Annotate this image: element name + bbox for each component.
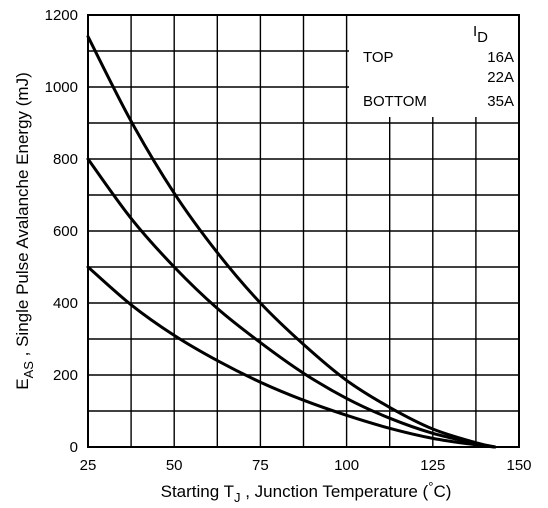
x-tick-label: 25 (80, 457, 97, 474)
x-axis-label-rest: , Junction Temperature ( (241, 482, 429, 501)
y-axis-label-rest: , Single Pulse Avalanche Energy (mJ) (13, 72, 32, 361)
legend: ID TOP 16A 22A BOTTOM 35A (349, 16, 518, 117)
x-tick-label: 125 (420, 457, 445, 474)
legend-header-sub: D (477, 29, 488, 46)
plot-frame (87, 14, 520, 448)
legend-label-bottom: BOTTOM (363, 93, 427, 110)
legend-value-22a: 22A (487, 69, 514, 86)
series-line-35a (86, 265, 497, 449)
y-tick-labels: 0 200 400 600 800 1000 1200 (45, 7, 78, 456)
x-tick-label: 150 (506, 457, 531, 474)
series-line-22a (86, 157, 497, 449)
x-axis-label-sub: J (234, 490, 241, 505)
x-axis-label-degree: ° (428, 479, 433, 494)
x-tick-label: 100 (334, 457, 359, 474)
legend-header-main: I (473, 23, 477, 40)
series-lines (86, 35, 497, 449)
y-tick-label: 1200 (45, 7, 78, 24)
x-tick-labels: 25 50 75 100 125 150 (80, 457, 532, 474)
x-axis-label: Starting TJ , Junction Temperature (°C) (161, 479, 452, 505)
legend-value-35a: 35A (487, 93, 514, 110)
legend-value-16a: 16A (487, 49, 514, 66)
grid (88, 15, 519, 447)
x-axis-label-unit: C) (433, 482, 451, 501)
y-tick-label: 800 (53, 151, 78, 168)
y-tick-label: 200 (53, 367, 78, 384)
series-line-16a (86, 35, 497, 449)
y-axis-label: EAS , Single Pulse Avalanche Energy (mJ) (13, 72, 36, 390)
x-axis-label-main: Starting T (161, 482, 234, 501)
y-axis-label-sub: AS (21, 361, 36, 379)
y-tick-label: 0 (70, 439, 78, 456)
y-tick-label: 600 (53, 223, 78, 240)
y-tick-label: 400 (53, 295, 78, 312)
legend-label-top: TOP (363, 49, 394, 66)
x-tick-label: 50 (166, 457, 183, 474)
y-axis-label-main: E (13, 378, 32, 389)
legend-box (349, 16, 518, 117)
legend-header: ID (473, 23, 488, 46)
x-tick-label: 75 (252, 457, 269, 474)
y-tick-label: 1000 (45, 79, 78, 96)
